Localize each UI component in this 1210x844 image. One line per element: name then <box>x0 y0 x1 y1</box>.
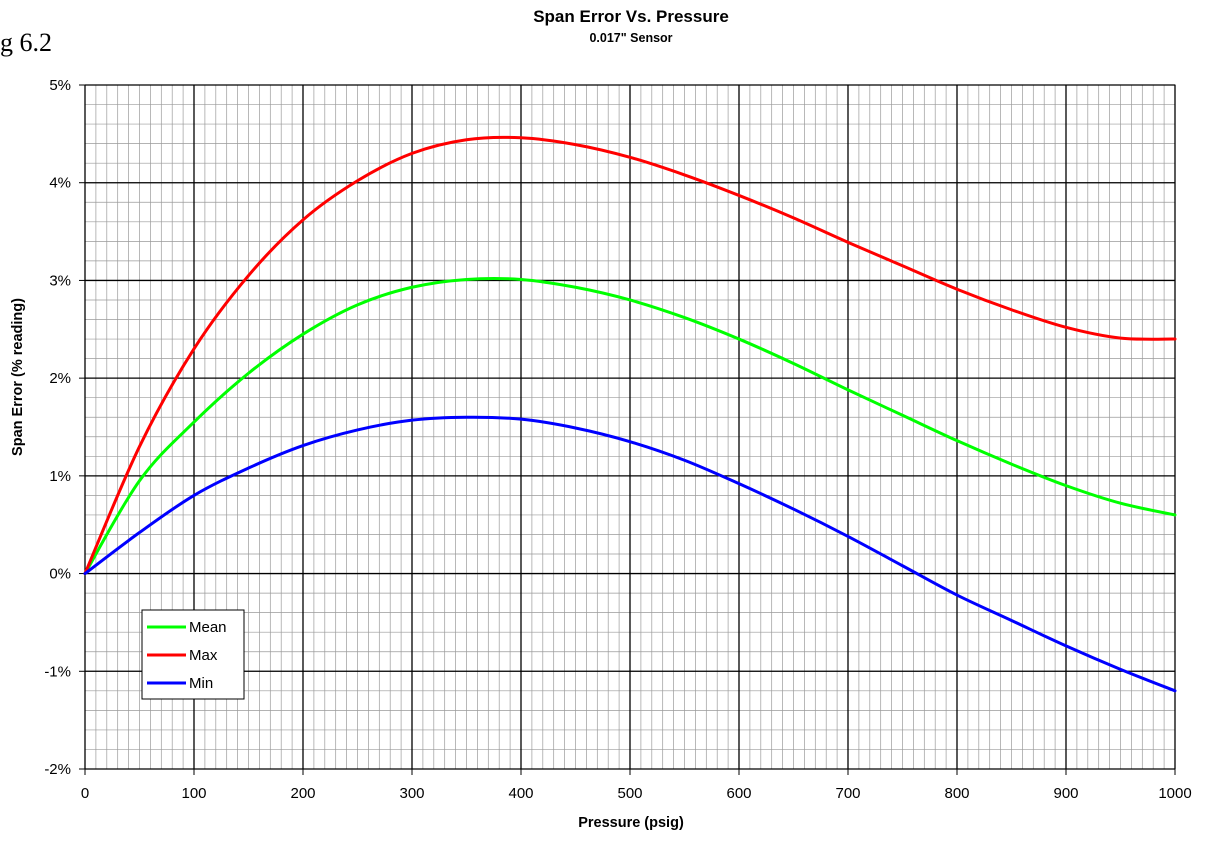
y-tick-label: -2% <box>44 761 71 778</box>
x-axis-title: Pressure (psig) <box>578 815 684 831</box>
series-line-max <box>83 135 1177 576</box>
y-tick-label: 1% <box>49 468 71 485</box>
y-tick-labels: -2% -1% 0% 1% 2% 3% 4% 5% <box>44 77 71 778</box>
series-line-mean <box>83 276 1177 576</box>
series-line-min <box>83 415 1177 693</box>
y-tick-label: 5% <box>49 77 71 94</box>
x-tick-label: 100 <box>181 785 206 802</box>
y-axis-title: Span Error (% reading) <box>10 298 26 456</box>
y-tick-label: 0% <box>49 566 71 583</box>
y-tick-label: 2% <box>49 370 71 387</box>
x-tick-label: 0 <box>81 785 89 802</box>
x-tick-label: 200 <box>290 785 315 802</box>
x-tick-label: 800 <box>944 785 969 802</box>
y-tick-label: -1% <box>44 663 71 680</box>
legend-items: Mean Max Min <box>147 619 227 692</box>
legend-label-mean: Mean <box>189 619 227 636</box>
x-tick-label: 1000 <box>1158 785 1191 802</box>
figure-label: g 6.2 <box>0 28 52 57</box>
legend-label-max: Max <box>189 647 218 664</box>
x-tick-label: 900 <box>1053 785 1078 802</box>
chart-subtitle: 0.017" Sensor <box>589 31 672 45</box>
y-tick-label: 4% <box>49 175 71 192</box>
series-lines <box>83 135 1177 693</box>
legend-label-min: Min <box>189 675 213 692</box>
x-tick-label: 700 <box>835 785 860 802</box>
x-tick-labels: 0 100 200 300 400 500 600 700 800 900 1000 <box>81 785 1192 802</box>
x-tick-label: 400 <box>508 785 533 802</box>
chart-title: Span Error Vs. Pressure <box>533 7 729 26</box>
legend: Mean Max Min <box>141 609 245 700</box>
x-tick-label: 600 <box>726 785 751 802</box>
x-tick-label: 300 <box>399 785 424 802</box>
y-tick-label: 3% <box>49 272 71 289</box>
x-tick-label: 500 <box>617 785 642 802</box>
